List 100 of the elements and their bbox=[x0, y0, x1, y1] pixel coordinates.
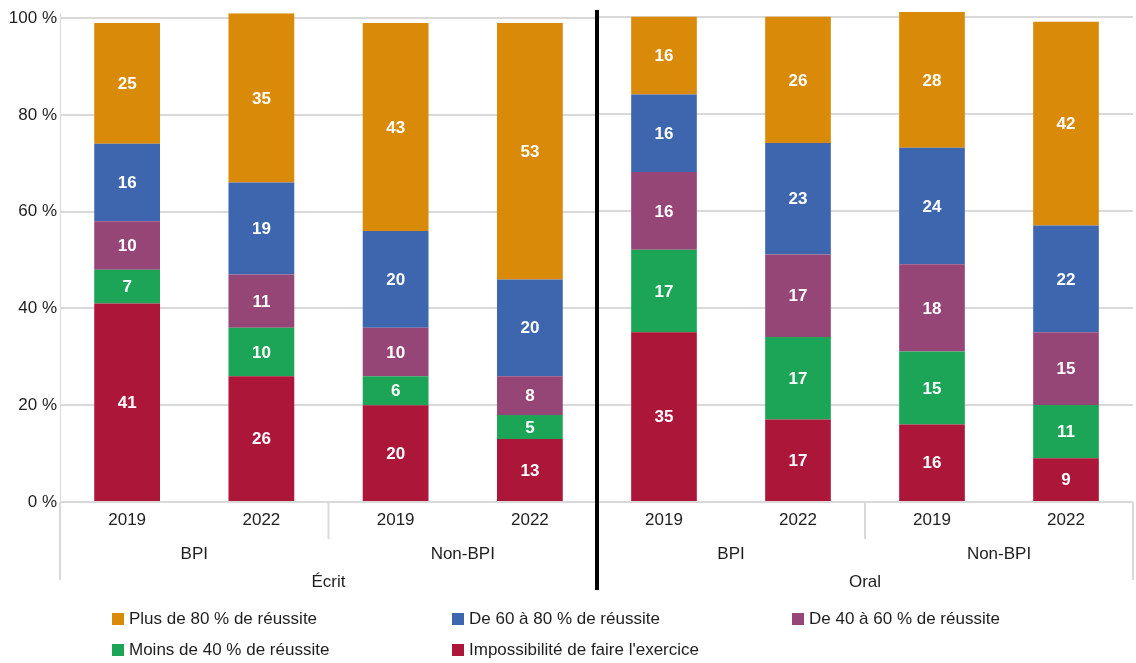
x-tick-label: 2022 bbox=[1047, 509, 1085, 529]
data-label: 28 bbox=[922, 70, 942, 90]
data-label: 17 bbox=[788, 368, 808, 388]
bar bbox=[765, 254, 831, 338]
bar bbox=[765, 419, 831, 501]
data-label: 17 bbox=[788, 450, 808, 470]
data-label: 24 bbox=[922, 196, 942, 216]
bar bbox=[496, 279, 563, 377]
data-label: 35 bbox=[654, 407, 674, 427]
text: BPI bbox=[717, 543, 745, 563]
legend-label: Impossibilité de faire l'exercice bbox=[469, 639, 700, 659]
bar bbox=[631, 94, 697, 173]
x-tick-label: 2019 bbox=[108, 509, 147, 529]
data-label: 22 bbox=[1056, 269, 1076, 289]
x-tick-label: 2019 bbox=[913, 509, 951, 529]
data-label: 10 bbox=[386, 342, 406, 362]
data-label: 11 bbox=[1057, 422, 1075, 442]
bar bbox=[496, 376, 563, 415]
bar bbox=[94, 143, 161, 222]
legend-label: De 40 à 60 % de réussite bbox=[809, 608, 1000, 628]
y-tick-label: 80 % bbox=[18, 104, 57, 124]
data-label: 16 bbox=[654, 201, 674, 221]
data-label: 15 bbox=[1056, 359, 1076, 379]
bar bbox=[228, 182, 295, 275]
x-tick-label: 2019 bbox=[376, 509, 415, 529]
y-tick-label: 60 % bbox=[18, 201, 57, 221]
bar bbox=[765, 337, 831, 420]
data-label: 17 bbox=[654, 281, 674, 301]
bar bbox=[631, 249, 697, 333]
y-tick-label: 20 % bbox=[18, 394, 57, 414]
data-label: 26 bbox=[251, 429, 271, 449]
x-tick-label: 2019 bbox=[645, 509, 683, 529]
bar bbox=[94, 269, 161, 304]
x-tick-label: 2022 bbox=[510, 509, 549, 529]
bar bbox=[228, 376, 295, 501]
bar bbox=[1033, 21, 1099, 226]
data-label: 8 bbox=[525, 386, 535, 406]
bar bbox=[1033, 225, 1099, 333]
y-tick-label: 100 % bbox=[8, 7, 57, 27]
data-label: 25 bbox=[117, 74, 137, 94]
data-label: 20 bbox=[386, 443, 406, 463]
bar bbox=[362, 327, 429, 377]
bar bbox=[899, 12, 965, 148]
data-label: 5 bbox=[525, 417, 535, 437]
data-label: 11 bbox=[252, 291, 271, 311]
data-label: 15 bbox=[922, 378, 942, 398]
bar bbox=[362, 405, 429, 501]
bar bbox=[496, 439, 563, 501]
bar bbox=[94, 221, 161, 270]
data-label: 16 bbox=[654, 46, 674, 66]
x-axis-title: Oral bbox=[848, 571, 882, 591]
bar bbox=[631, 172, 697, 250]
bar bbox=[631, 332, 697, 501]
data-label: 23 bbox=[788, 189, 808, 209]
data-label: 20 bbox=[386, 270, 406, 290]
bar bbox=[228, 13, 295, 183]
bar bbox=[1033, 404, 1099, 459]
data-label: 10 bbox=[251, 342, 271, 362]
bar bbox=[899, 351, 965, 425]
data-label: 17 bbox=[788, 286, 808, 306]
data-label: 35 bbox=[251, 88, 271, 108]
data-label: 10 bbox=[117, 236, 137, 256]
bar bbox=[228, 327, 295, 377]
data-label: 16 bbox=[654, 123, 674, 143]
bar bbox=[765, 142, 831, 255]
text: Non-BPI bbox=[966, 543, 1032, 563]
x-tick-label: 2022 bbox=[242, 509, 281, 529]
data-label: 18 bbox=[922, 298, 942, 318]
data-label: 7 bbox=[122, 277, 132, 297]
legend-label: Plus de 80 % de réussite bbox=[129, 608, 318, 628]
x-tick-label: 2022 bbox=[779, 509, 817, 529]
data-label: 16 bbox=[117, 173, 137, 193]
text: Non-BPI bbox=[430, 543, 495, 563]
bar bbox=[228, 274, 295, 328]
bar bbox=[362, 230, 429, 328]
x-axis-title: Écrit bbox=[311, 571, 346, 591]
data-label: 19 bbox=[251, 219, 271, 239]
data-label: 53 bbox=[520, 141, 540, 161]
bar bbox=[899, 147, 965, 265]
data-label: 6 bbox=[390, 381, 401, 401]
bar bbox=[496, 22, 563, 280]
data-label: 42 bbox=[1056, 114, 1076, 134]
data-label: 43 bbox=[386, 117, 406, 137]
bar bbox=[899, 424, 965, 501]
text: BPI bbox=[180, 543, 208, 563]
y-tick-label: 40 % bbox=[18, 298, 57, 318]
data-label: 9 bbox=[1061, 470, 1071, 490]
data-label: 41 bbox=[117, 392, 137, 412]
bar bbox=[631, 16, 697, 95]
y-tick-label: 0 % bbox=[27, 491, 57, 511]
data-label: 26 bbox=[788, 70, 808, 90]
bar bbox=[1033, 458, 1099, 501]
legend-label: Moins de 40 % de réussite bbox=[129, 639, 330, 659]
data-label: 13 bbox=[520, 460, 540, 480]
legend-label: De 60 à 80 % de réussite bbox=[469, 608, 660, 628]
bar bbox=[362, 22, 429, 231]
bar bbox=[94, 303, 161, 501]
bar bbox=[94, 22, 161, 144]
bar bbox=[362, 376, 429, 406]
bar bbox=[496, 414, 563, 440]
